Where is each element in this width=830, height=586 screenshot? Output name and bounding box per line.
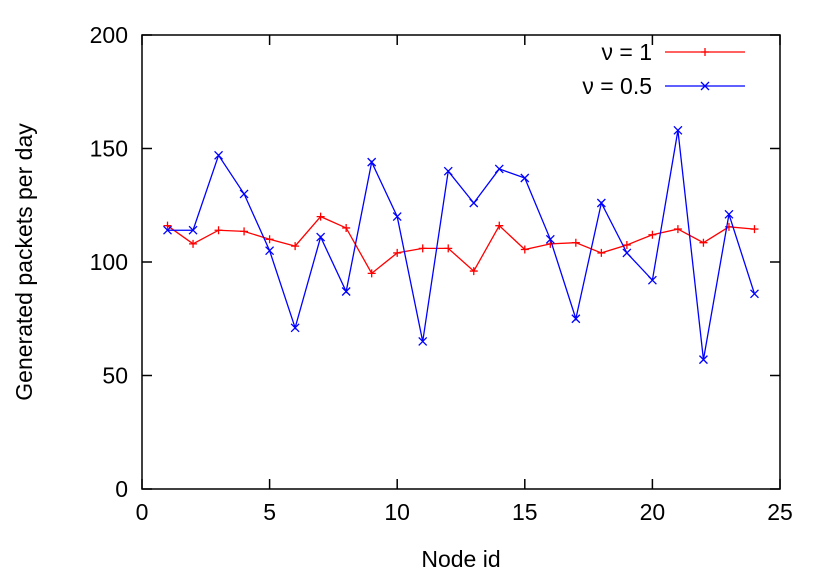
data-point xyxy=(418,244,427,253)
data-point xyxy=(188,225,198,235)
data-point xyxy=(189,239,198,248)
data-point xyxy=(265,246,275,256)
data-point xyxy=(469,198,479,208)
data-point xyxy=(750,225,759,234)
data-point xyxy=(699,238,708,247)
data-point xyxy=(214,226,223,235)
data-point xyxy=(724,209,734,219)
data-point xyxy=(750,289,759,299)
data-point xyxy=(444,244,453,253)
y-tick-label: 100 xyxy=(90,249,128,275)
x-tick-label: 15 xyxy=(512,499,538,525)
data-point xyxy=(214,150,224,160)
x-tick-label: 10 xyxy=(384,499,410,525)
data-point xyxy=(596,198,606,208)
data-point xyxy=(316,232,326,242)
legend-marker xyxy=(701,48,709,56)
data-point xyxy=(291,242,300,251)
data-point xyxy=(367,157,377,167)
data-point xyxy=(495,221,504,230)
data-point xyxy=(443,166,453,176)
data-point xyxy=(290,323,300,333)
data-point xyxy=(239,189,249,199)
data-point xyxy=(469,267,478,276)
y-tick-label: 150 xyxy=(90,136,128,162)
x-axis-label: Node id xyxy=(421,546,500,572)
legend-label: ν = 0.5 xyxy=(582,73,652,99)
data-point xyxy=(571,238,580,247)
data-point xyxy=(622,248,632,258)
data-point xyxy=(240,227,249,236)
data-point xyxy=(163,225,172,235)
data-point xyxy=(265,235,274,244)
plot-frame xyxy=(141,34,781,490)
data-point xyxy=(367,269,376,278)
x-tick-label: 25 xyxy=(767,499,793,525)
data-point xyxy=(673,225,682,234)
data-point xyxy=(392,212,402,222)
data-point xyxy=(163,221,172,230)
data-point xyxy=(597,248,606,257)
data-point xyxy=(316,212,325,221)
data-point xyxy=(545,234,555,244)
data-point xyxy=(648,230,657,239)
data-point xyxy=(520,245,529,254)
data-point xyxy=(393,248,402,257)
x-tick-label: 20 xyxy=(640,499,666,525)
x-tick-label: 0 xyxy=(136,499,149,525)
legend-marker xyxy=(700,81,710,91)
data-point xyxy=(571,314,581,324)
data-point xyxy=(520,173,530,183)
data-point xyxy=(647,275,657,285)
data-point xyxy=(342,223,351,232)
y-tick-label: 200 xyxy=(90,22,128,48)
x-tick-label: 5 xyxy=(263,499,276,525)
data-point xyxy=(698,355,708,365)
y-tick-label: 0 xyxy=(115,476,128,502)
data-point xyxy=(673,125,683,135)
series-line xyxy=(167,215,755,275)
data-point xyxy=(622,240,631,249)
legend-label: ν = 1 xyxy=(601,39,652,65)
data-point xyxy=(418,336,428,346)
y-axis-label: Generated packets per day xyxy=(11,123,37,401)
series-line xyxy=(167,130,756,360)
data-point xyxy=(341,287,351,296)
data-point xyxy=(494,164,504,174)
y-tick-label: 50 xyxy=(102,363,128,389)
